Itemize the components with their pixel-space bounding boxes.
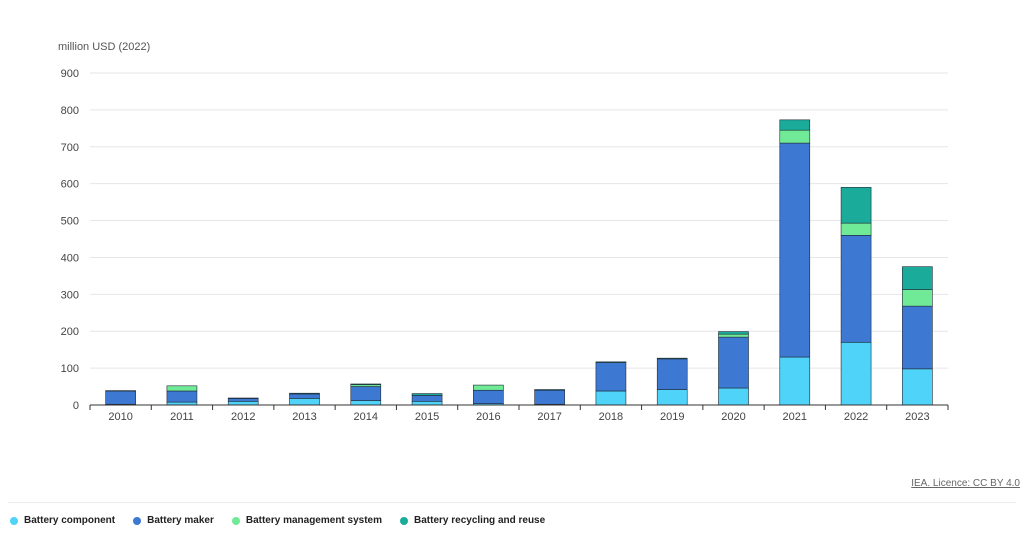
y-tick-label: 400 xyxy=(61,252,79,264)
bar-segment[interactable] xyxy=(411,401,443,406)
x-tick-label: 2012 xyxy=(231,411,255,423)
bar-segment[interactable] xyxy=(779,356,811,406)
legend-label: Battery maker xyxy=(147,515,214,526)
bar-segment[interactable] xyxy=(534,389,565,391)
bar-segment[interactable] xyxy=(289,398,320,406)
x-axis-ticks: 2010 2011 2012 2013 2014 2015 2016 2017 2018 2019… xyxy=(108,411,929,423)
bar-segment[interactable] xyxy=(902,289,933,307)
x-tick-label: 2021 xyxy=(783,411,807,423)
y-tick-label: 100 xyxy=(61,363,79,375)
y-tick-label: 0 xyxy=(73,400,79,412)
x-tick-label: 2014 xyxy=(354,411,378,423)
legend-label: Battery recycling and reuse xyxy=(414,515,546,526)
y-axis-unit-label: million USD (2022) xyxy=(58,41,150,53)
bar-segment[interactable] xyxy=(779,119,811,131)
x-tick-label: 2016 xyxy=(476,411,500,423)
bar-segment[interactable] xyxy=(166,390,198,403)
bar-segment[interactable] xyxy=(350,400,382,406)
bar-segment[interactable] xyxy=(718,387,749,406)
y-tick-label: 700 xyxy=(61,142,79,154)
y-tick-label: 200 xyxy=(61,326,79,338)
legend-dot-icon xyxy=(400,516,409,525)
bar-segment[interactable] xyxy=(840,222,872,236)
bar-segment[interactable] xyxy=(656,358,688,390)
x-tick-label: 2011 xyxy=(170,411,194,423)
bar-segment[interactable] xyxy=(350,383,382,386)
x-tick-label: 2019 xyxy=(660,411,684,423)
legend-item-battery-management-system[interactable]: Battery management system xyxy=(231,515,383,526)
stacked-bar-chart: million USD (2022) 0 100 200 300 400 500 600 70… xyxy=(58,41,949,423)
bar-segment[interactable] xyxy=(105,390,136,405)
x-tick-label: 2017 xyxy=(537,411,561,423)
bar-segment[interactable] xyxy=(473,384,504,391)
bar-segment[interactable] xyxy=(718,331,749,335)
legend-label: Battery management system xyxy=(245,515,383,526)
bar-segment[interactable] xyxy=(595,361,627,363)
legend-dot-icon xyxy=(133,516,142,525)
x-axis xyxy=(89,404,949,410)
bar-segment[interactable] xyxy=(227,397,259,399)
bar-segment[interactable] xyxy=(595,390,627,406)
bar-segment[interactable] xyxy=(411,395,443,402)
x-tick-label: 2022 xyxy=(844,411,868,423)
bar-segment[interactable] xyxy=(902,368,933,406)
legend-item-battery-recycling-and-reuse[interactable]: Battery recycling and reuse xyxy=(400,515,545,526)
bar-segment[interactable] xyxy=(840,235,872,343)
licence-credit-link[interactable]: IEA. Licence: CC BY 4.0 xyxy=(911,478,1020,489)
legend-divider xyxy=(8,502,1016,503)
bar-segment[interactable] xyxy=(779,129,811,144)
gridlines xyxy=(90,72,948,369)
bar-segment[interactable] xyxy=(473,389,504,404)
bar-segment[interactable] xyxy=(840,187,872,224)
bar-segment[interactable] xyxy=(656,389,688,406)
x-tick-label: 2015 xyxy=(415,411,439,423)
y-tick-label: 800 xyxy=(61,105,79,117)
bar-segment[interactable] xyxy=(840,341,872,406)
bars xyxy=(105,119,933,406)
bar-segment[interactable] xyxy=(718,336,749,389)
bar-segment[interactable] xyxy=(289,393,320,399)
bar-segment[interactable] xyxy=(166,385,198,392)
x-tick-label: 2010 xyxy=(108,411,132,423)
bar-segment[interactable] xyxy=(902,266,933,290)
bar-segment[interactable] xyxy=(105,390,136,392)
bar-segment[interactable] xyxy=(595,362,627,392)
y-tick-label: 900 xyxy=(61,68,79,80)
legend-item-battery-component[interactable]: Battery component xyxy=(10,515,115,526)
bar-segment[interactable] xyxy=(227,401,259,406)
x-tick-label: 2018 xyxy=(599,411,623,423)
bar-segment[interactable] xyxy=(411,393,443,396)
x-tick-label: 2020 xyxy=(721,411,745,423)
bar-segment[interactable] xyxy=(656,357,688,360)
y-tick-label: 500 xyxy=(61,216,79,228)
bar-segment[interactable] xyxy=(350,386,382,401)
bar-segment[interactable] xyxy=(718,333,749,338)
y-tick-label: 300 xyxy=(61,289,79,301)
legend-item-battery-maker[interactable]: Battery maker xyxy=(133,515,214,526)
y-axis-ticks: 0 100 200 300 400 500 600 700 800 900 xyxy=(61,68,79,412)
legend-label: Battery component xyxy=(24,515,116,526)
x-tick-label: 2013 xyxy=(292,411,316,423)
bar-segment[interactable] xyxy=(534,389,565,405)
y-tick-label: 600 xyxy=(61,179,79,191)
bar-segment[interactable] xyxy=(902,305,933,370)
legend: Battery component Battery maker Battery … xyxy=(10,515,545,526)
bar-segment[interactable] xyxy=(779,142,811,358)
legend-dot-icon xyxy=(231,516,240,525)
bar-segment[interactable] xyxy=(227,398,259,402)
x-tick-label: 2023 xyxy=(905,411,929,423)
bar-segment[interactable] xyxy=(289,392,320,395)
legend-dot-icon xyxy=(10,516,18,525)
